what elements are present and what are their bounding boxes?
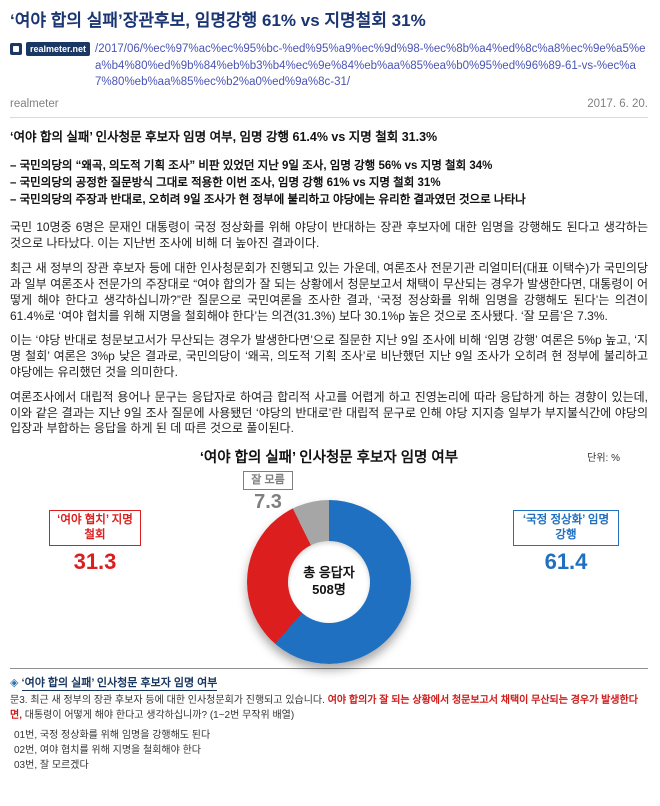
body-paragraph-2: 최근 새 정부의 장관 후보자 등에 대한 인사청문회가 진행되고 있는 가운데… [10,261,648,323]
chart-title: ‘여야 합의 실패’ 인사청문 후보자 임명 여부 [199,450,459,467]
donut-center: 총 응답자 508명 [288,541,370,624]
favicon-icon [10,43,22,56]
diamond-icon: ◈ [10,677,19,690]
meta-row: realmeter 2017. 6. 20. [10,98,648,110]
question-text: 문3. 최근 새 정부의 장관 후보자 등에 대한 인사청문회가 진행되고 있습… [10,694,648,723]
center-value: 508명 [312,582,346,598]
callout-dont-know-label: 잘 모름 [243,471,293,490]
question-heading: ‘여야 합의 실패’ 인사청문 후보자 임명 여부 [21,677,218,692]
callout-proceed: ‘국정 정상화’ 임명 강행 61.4 [502,510,630,575]
callout-proceed-label: ‘국정 정상화’ 임명 강행 [513,510,619,547]
source-badge[interactable]: realmeter.net [26,42,91,57]
center-label: 총 응답자 [303,565,355,581]
source-link-row: realmeter.net /2017/06/%ec%97%ac%ec%95%b… [10,41,648,91]
survey-question-section: ◈ ‘여야 합의 실패’ 인사청문 후보자 임명 여부 문3. 최근 새 정부의… [10,668,648,773]
donut-ring: 총 응답자 508명 [247,500,411,665]
callout-withdraw-label: ‘여야 협치’ 지명 철회 [49,510,141,547]
body-paragraph-3: 이는 ‘야당 반대로 청문보고서가 무산되는 경우가 발생한다면’으로 질문한 … [10,333,648,379]
question-heading-row: ◈ ‘여야 합의 실패’ 인사청문 후보자 임명 여부 [10,674,648,692]
question-text-suffix: 대통령이 어떻게 해야 한다고 생각하십니까? (1~2번 무작위 배열) [21,709,295,721]
chart-figure: ‘여야 합의 실패’ 인사청문 후보자 임명 여부 단위: % 총 응답자 50… [10,446,648,773]
article-url-link[interactable]: /2017/06/%ec%97%ac%ec%95%bc-%ed%95%a9%ec… [95,43,646,89]
question-text-highlight: 여야 합의가 잘 되는 상황에서 청문보고서 채택이 무산되는 경우가 발생한다… [10,695,638,721]
donut-chart: 총 응답자 508명 잘 모름 7.3 ‘여야 협치’ 지명 철회 31.3 ‘… [10,470,648,666]
summary-bullet-3: – 국민의당의 주장과 반대로, 오히려 9일 조사가 현 정부에 불리하고 야… [10,194,526,207]
callout-withdraw-value: 31.3 [73,549,117,575]
question-text-prefix: 문3. 최근 새 정부의 장관 후보자 등에 대한 인사청문회가 진행되고 있습… [10,695,328,707]
chart-title-row: ‘여야 합의 실패’ 인사청문 후보자 임명 여부 단위: % [10,446,648,466]
body-paragraph-1: 국민 10명중 6명은 문재인 대통령이 국정 정상화를 위해 야당이 반대하는… [10,220,648,251]
callout-proceed-value: 61.4 [544,549,588,575]
source-name: realmeter [10,98,59,111]
callout-withdraw: ‘여야 협치’ 지명 철회 31.3 [36,510,154,575]
question-options: 01번, 국정 정상화를 위해 임명을 강행해도 된다 02번, 여야 협치를 … [10,728,648,773]
question-option-2: 02번, 여야 협치를 위해 지명을 철회해야 한다 [14,745,201,757]
summary-bullet-1: – 국민의당의 “왜곡, 의도적 기획 조사” 비판 있었던 지난 9일 조사,… [10,159,493,172]
callout-dont-know: 잘 모름 7.3 [236,470,300,513]
body-paragraph-4: 여론조사에서 대립적 용어나 문구는 응답자로 하여금 합리적 사고를 어렵게 … [10,389,648,436]
article-headline: ‘여야 합의 실패’ 인사청문 후보자 임명 여부, 임명 강행 61.4% v… [10,130,438,145]
chart-unit-label: 단위: % [587,453,620,465]
article-date: 2017. 6. 20. [587,98,648,111]
page-title: ‘여야 합의 실패’장관후보, 임명강행 61% vs 지명철회 31% [10,11,426,30]
question-option-1: 01번, 국정 정상화를 위해 임명을 강행해도 된다 [14,730,211,742]
summary-bullet-2: – 국민의당의 공정한 질문방식 그대로 적용한 이번 조사, 임명 강행 61… [10,176,441,189]
article-page: ‘여야 합의 실패’장관후보, 임명강행 61% vs 지명철회 31% rea… [10,11,648,773]
divider [10,117,648,119]
summary-bullets: – 국민의당의 “왜곡, 의도적 기획 조사” 비판 있었던 지난 9일 조사,… [10,158,648,210]
callout-dont-know-value: 7.3 [254,490,282,513]
question-option-3: 03번, 잘 모르겠다 [14,760,89,772]
